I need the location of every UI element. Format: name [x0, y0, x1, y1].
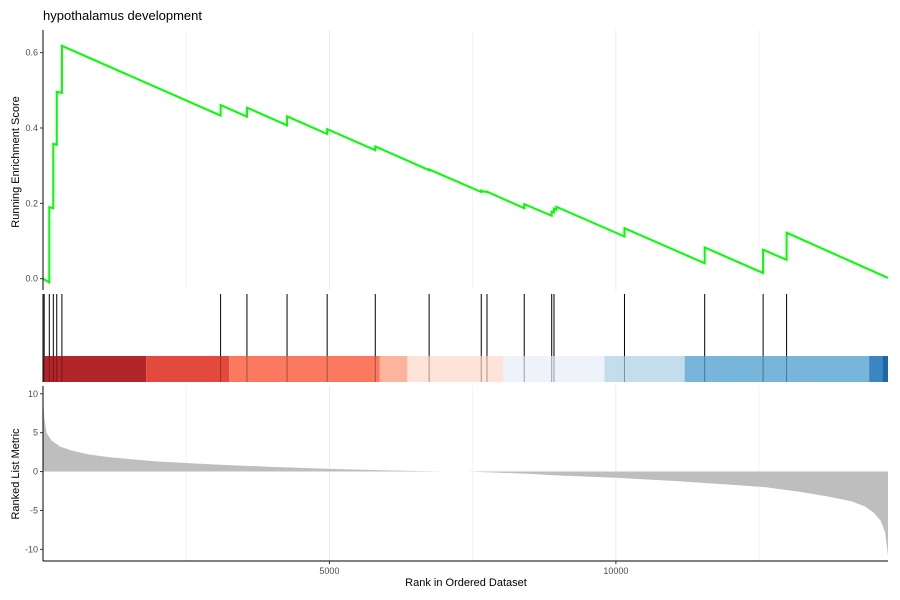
x-tick-label: 5000	[319, 566, 339, 576]
heatmap-band	[684, 356, 870, 382]
y-axis-label-ranked-metric: Ranked List Metric	[10, 428, 22, 520]
y-tick-label-score: 0.2	[25, 198, 38, 208]
axes: 0.0 0.2 0.4 0.6 10 5 0 -5 -10 5000 10000	[25, 30, 888, 576]
x-axis-label: Rank in Ordered Dataset	[405, 577, 527, 589]
heatmap-band	[604, 356, 685, 382]
y-tick-label-metric: 10	[28, 389, 38, 399]
ranked-metric-panel	[43, 395, 888, 556]
heatmap-band	[407, 356, 504, 382]
heatmap-band	[882, 356, 888, 382]
heatmap-band	[379, 356, 408, 382]
y-axis-label-running-score: Running Enrichment Score	[10, 96, 22, 227]
running-score-panel	[42, 44, 889, 285]
heatmap-band	[43, 356, 147, 382]
heatmap-band	[503, 356, 605, 382]
gridlines	[185, 30, 760, 561]
y-tick-label-metric: -10	[25, 544, 38, 554]
heatmap-band	[869, 356, 883, 382]
rank-heatmap	[43, 356, 888, 382]
y-tick-label-score: 0.4	[25, 123, 38, 133]
y-tick-label-metric: 5	[33, 428, 38, 438]
y-tick-label-metric: 0	[33, 467, 38, 477]
ranked-metric-area	[43, 395, 888, 556]
heatmap-band	[146, 356, 230, 382]
y-tick-label-score: 0.6	[25, 48, 38, 58]
hit-markers	[43, 294, 788, 356]
running-score-line	[42, 44, 889, 285]
heatmap-band	[229, 356, 380, 382]
x-tick-label: 10000	[603, 566, 628, 576]
y-tick-label-metric: -5	[30, 505, 38, 515]
y-tick-label-score: 0.0	[25, 274, 38, 284]
chart-title: hypothalamus development	[43, 8, 202, 23]
